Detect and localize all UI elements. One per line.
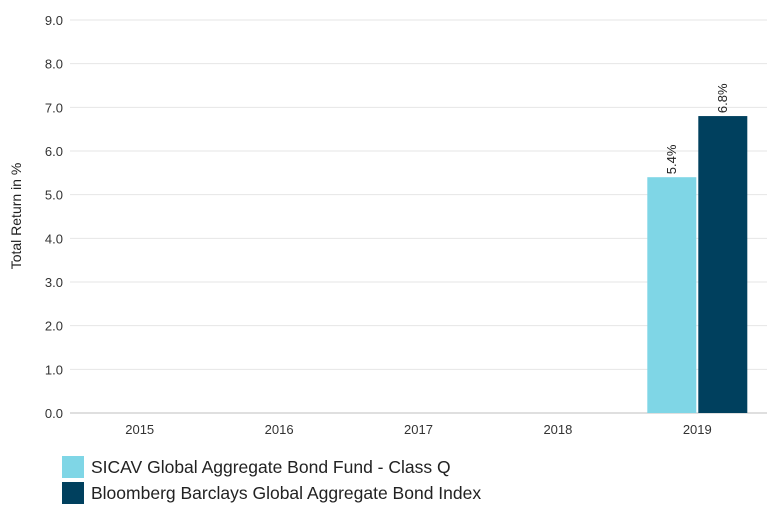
x-tick-label: 2019 [683, 422, 712, 437]
y-tick-label: 7.0 [45, 100, 63, 115]
legend-swatch-fund [62, 456, 84, 478]
bar-index-2019 [698, 116, 748, 414]
x-tick-label: 2015 [125, 422, 154, 437]
y-tick-label: 9.0 [45, 13, 63, 28]
bar-chart: Total Return in % 0.0 1.0 2.0 3.0 4.0 5.0 6.0 7… [8, 13, 767, 437]
y-tick-label: 8.0 [45, 57, 63, 72]
legend-item-fund: SICAV Global Aggregate Bond Fund - Class… [62, 454, 481, 480]
y-axis-label: Total Return in % [8, 163, 24, 270]
legend-swatch-index [62, 482, 84, 504]
y-tick-label: 4.0 [45, 231, 63, 246]
x-tick-label: 2018 [543, 422, 572, 437]
legend-label-index: Bloomberg Barclays Global Aggregate Bond… [91, 482, 482, 503]
legend-label-fund: SICAV Global Aggregate Bond Fund - Class… [91, 456, 451, 477]
y-tick-label: 6.0 [45, 144, 63, 159]
x-tick-label: 2016 [265, 422, 294, 437]
y-tick-label: 3.0 [45, 275, 63, 290]
x-tick-label: 2017 [404, 422, 433, 437]
y-tick-label: 1.0 [45, 362, 63, 377]
data-label-index-2019: 6.8% [715, 83, 730, 113]
y-tick-label: 2.0 [45, 319, 63, 334]
bar-fund-2019 [647, 177, 697, 413]
legend: SICAV Global Aggregate Bond Fund - Class… [62, 454, 481, 506]
data-label-fund-2019: 5.4% [664, 144, 679, 174]
y-tick-label: 5.0 [45, 188, 63, 203]
legend-item-index: Bloomberg Barclays Global Aggregate Bond… [62, 480, 481, 506]
y-tick-label: 0.0 [45, 406, 63, 421]
